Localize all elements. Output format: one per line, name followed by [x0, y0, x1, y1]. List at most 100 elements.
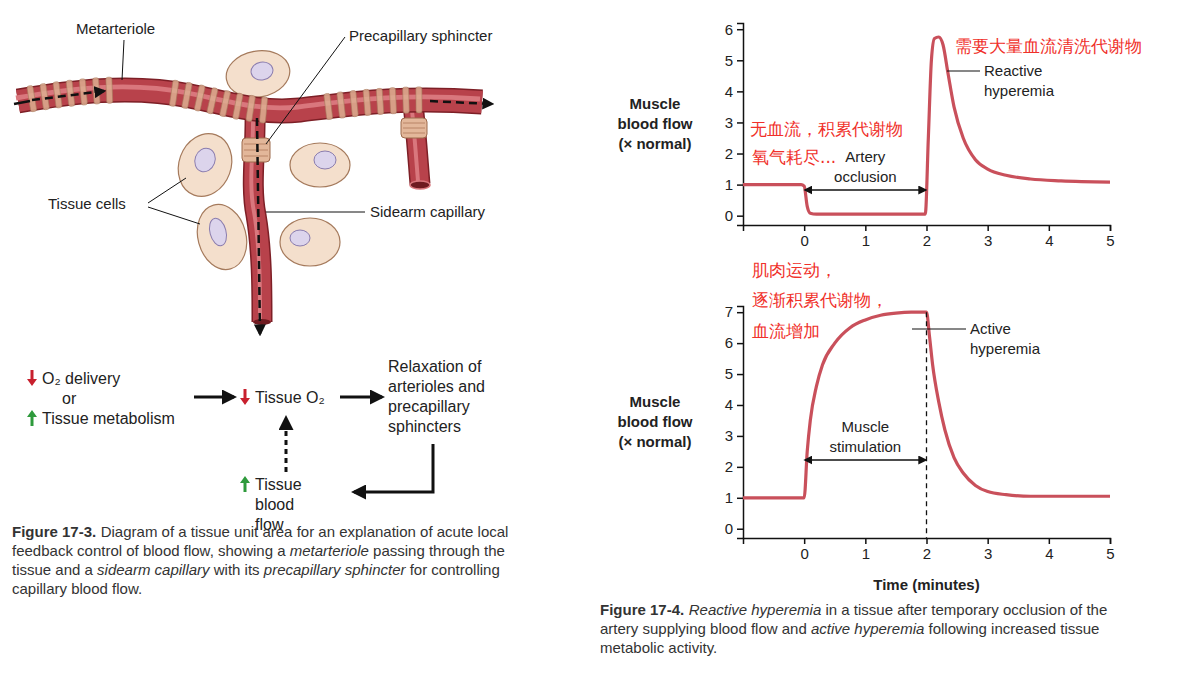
smooth-muscle-band	[169, 80, 179, 107]
tick-label: 0	[725, 207, 733, 224]
tick-label: 2	[725, 458, 733, 475]
tick-mark	[737, 405, 743, 407]
tick: 3	[725, 114, 743, 131]
direction-arrow	[240, 476, 250, 492]
tick: 5	[1106, 225, 1114, 249]
smooth-muscle-band	[66, 80, 75, 107]
x-axis: 0 1 2 3 4 5	[744, 225, 1115, 249]
smooth-muscle-band	[376, 88, 384, 114]
tick-mark	[737, 153, 743, 155]
leader-line	[148, 207, 200, 224]
caption-text: with its	[210, 561, 264, 578]
tick-label: 1	[725, 489, 733, 506]
text-line: hyperemia	[970, 340, 1041, 357]
tick-label: 1	[862, 545, 870, 562]
data-line	[743, 37, 1110, 214]
label: Tissue cells	[48, 195, 126, 212]
tick-label: 3	[984, 232, 992, 249]
span-arrow	[805, 459, 925, 461]
page: 0123450123456ArteryocclusionReactivehype…	[0, 0, 1190, 679]
annotation-text: Muscle stimulation	[829, 418, 901, 455]
flow-arrow	[257, 118, 260, 334]
note: 需要大量血流清洗代谢物	[955, 36, 1142, 56]
tick: 2	[725, 458, 743, 475]
tick: 2	[725, 145, 743, 162]
text-line: (× normal)	[619, 433, 692, 450]
flow-text: Tissue O₂	[255, 389, 325, 406]
y-axis: 01234567	[725, 303, 744, 538]
note: 无血流，积累代谢物	[750, 119, 903, 139]
caption-label: Figure 17-4.	[600, 601, 684, 618]
tick: 4	[725, 396, 743, 413]
text-line: occlusion	[834, 168, 897, 185]
tick-mark	[1110, 538, 1112, 544]
chart: 0123450123456ArteryocclusionReactivehype…	[618, 21, 1142, 249]
axis-line	[737, 307, 744, 539]
tick: 6	[725, 334, 743, 351]
tick: 0	[800, 225, 808, 249]
axis-line	[744, 539, 1111, 545]
tick: 0	[800, 538, 808, 562]
tick-mark	[987, 538, 989, 544]
flow-arrow	[430, 101, 492, 104]
tick-label: 2	[923, 232, 931, 249]
tick-mark	[1049, 225, 1051, 231]
tick-label: 6	[725, 21, 733, 38]
tick: 4	[1045, 538, 1053, 562]
x-axis: 012345	[744, 538, 1115, 562]
plot-area	[743, 312, 1110, 538]
tick-mark	[926, 538, 928, 544]
note: 血流增加	[752, 321, 820, 341]
flow-connector	[354, 444, 433, 492]
tick: 2	[923, 225, 931, 249]
precapillary-sphincter	[242, 138, 270, 162]
caption-text: active hyperemia	[811, 620, 924, 637]
smooth-muscle-band	[389, 88, 396, 114]
flow-text: Tissue metabolism	[42, 410, 175, 427]
tick-mark	[737, 528, 743, 530]
axis-line	[744, 226, 1111, 232]
annotation-text: Reactivehyperemia	[984, 62, 1055, 99]
text-line: Muscle	[630, 95, 681, 112]
tick-mark	[737, 29, 743, 31]
tick: 5	[1106, 538, 1114, 562]
tick-label: 6	[725, 334, 733, 351]
tissue-cell	[280, 218, 340, 266]
tick-mark	[737, 91, 743, 93]
tick-label: 5	[1106, 545, 1114, 562]
annotation-text: Activehyperemia	[970, 320, 1041, 357]
text-line: Muscle	[842, 418, 890, 435]
tick-mark	[737, 184, 743, 186]
chart: 01234501234567ActivehyperemiaMusclestimu…	[618, 260, 1115, 593]
tick: 1	[725, 176, 743, 193]
tick-mark	[987, 225, 989, 231]
smooth-muscle-band	[232, 93, 243, 120]
tick: 1	[862, 225, 870, 249]
axis-line	[737, 24, 744, 226]
plot-area	[743, 37, 1110, 214]
flow-arrow	[32, 91, 104, 100]
label: Metarteriole	[76, 20, 155, 37]
caption-label: Figure 17-3.	[12, 523, 96, 540]
marker-line	[926, 312, 927, 538]
tick: 3	[984, 538, 992, 562]
text-line: Muscle	[630, 393, 681, 410]
tick: 4	[1045, 225, 1053, 249]
diagram: MetarteriolePrecapillary sphincterTissue…	[14, 20, 492, 533]
text-line: blood flow	[618, 413, 693, 430]
tick: 5	[725, 365, 743, 382]
tick-label: 3	[725, 427, 733, 444]
smooth-muscle-band	[219, 90, 230, 117]
tick-label: 5	[1106, 232, 1114, 249]
tick-label: 7	[725, 303, 733, 320]
text-line: stimulation	[829, 438, 901, 455]
direction-arrow	[27, 410, 37, 426]
tick-label: 0	[800, 232, 808, 249]
note: 逐渐积累代谢物，	[752, 290, 888, 310]
tick: 4	[725, 83, 743, 100]
text-line: sphincters	[388, 418, 461, 435]
span-arrow	[805, 189, 925, 191]
smooth-muscle-band	[416, 87, 422, 113]
tick: 1	[862, 538, 870, 562]
tick: 1	[725, 489, 743, 506]
